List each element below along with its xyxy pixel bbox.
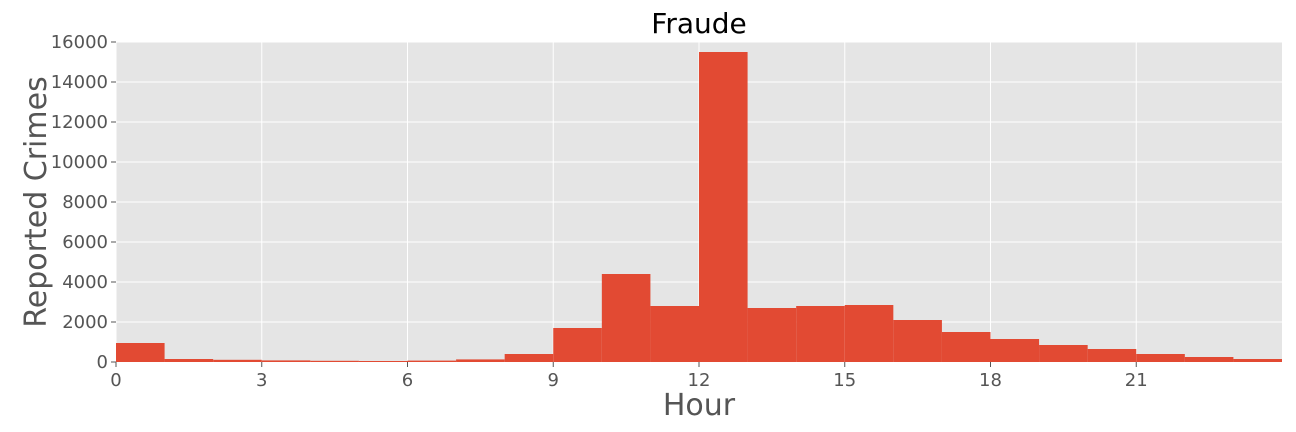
histogram-bar [310, 360, 359, 362]
y-tick-label: 6000 [62, 232, 108, 253]
histogram-bar [116, 343, 165, 362]
histogram-bar [601, 274, 651, 362]
histogram-bar [261, 360, 311, 362]
histogram-bar [1039, 345, 1088, 362]
x-tick-label: 18 [979, 370, 1002, 391]
histogram-bar [844, 305, 894, 362]
x-tick-label: 21 [1125, 370, 1148, 391]
y-tick-label: 10000 [51, 152, 108, 173]
y-tick-label: 16000 [51, 32, 108, 53]
histogram-bar [699, 52, 748, 362]
histogram-bar [796, 306, 845, 362]
histogram-bar [213, 359, 262, 362]
y-axis-label: Reported Crimes [19, 76, 54, 327]
y-tick-label: 0 [97, 352, 108, 373]
x-tick-label: 3 [256, 370, 267, 391]
histogram-bar [747, 308, 797, 362]
histogram-bar [893, 320, 942, 362]
histogram-bar [1233, 359, 1282, 362]
y-tick-label: 8000 [62, 192, 108, 213]
y-tick-label: 4000 [62, 272, 108, 293]
histogram-bar [1184, 357, 1234, 362]
x-axis-label: Hour [663, 388, 736, 423]
histogram-bar [941, 332, 991, 362]
histogram-bar [456, 359, 505, 362]
histogram-bar [553, 328, 602, 362]
x-tick-label: 9 [548, 370, 559, 391]
y-tick-label: 2000 [62, 312, 108, 333]
y-tick-label: 12000 [51, 112, 108, 133]
histogram-bar [164, 359, 214, 362]
x-tick-label: 6 [402, 370, 413, 391]
chart-title: Fraude [651, 7, 746, 40]
histogram-bar [1136, 354, 1185, 362]
histogram-bar [358, 361, 408, 362]
y-tick-label: 14000 [51, 72, 108, 93]
histogram-bar [407, 360, 457, 362]
x-tick-label: 0 [110, 370, 121, 391]
histogram-bar [650, 306, 699, 362]
histogram-bar [990, 339, 1040, 362]
x-tick-label: 15 [833, 370, 856, 391]
histogram-bar [504, 354, 554, 362]
histogram-bar [1087, 349, 1137, 362]
x-tick-label: 12 [688, 370, 711, 391]
